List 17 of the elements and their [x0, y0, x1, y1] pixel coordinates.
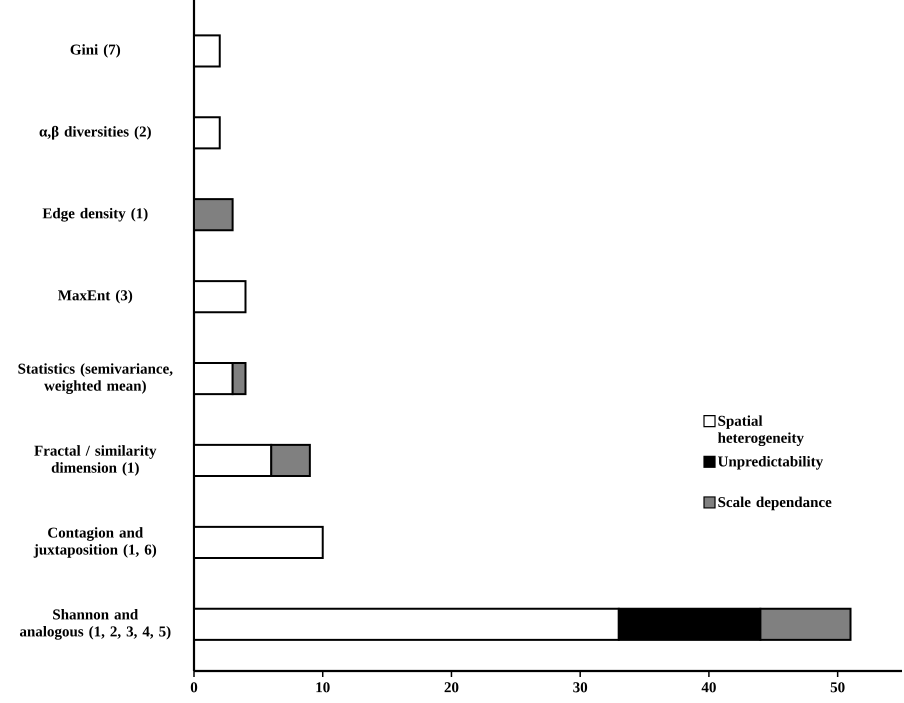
y-tick-label: Shannon and analogous (1, 2, 3, 4, 5) [20, 608, 170, 640]
x-tick-label: 20 [444, 682, 458, 692]
x-tick-label: 40 [702, 682, 716, 692]
y-tick-label: Statistics (semivariance, weighted mean) [18, 363, 172, 394]
legend-label: Scale dependance [718, 496, 832, 510]
y-tick-label: α,β diversities (2) [40, 126, 151, 140]
x-tick-label: 50 [830, 682, 845, 692]
y-tick-label: Gini (7) [70, 44, 120, 58]
x-tick-label: 0 [190, 682, 198, 692]
legend-label: Unpredictability [718, 456, 824, 470]
x-tick-label: 10 [316, 682, 330, 692]
y-tick-label: Edge density (1) [42, 208, 148, 222]
y-tick-label: Fractal / similarity dimension (1) [34, 445, 156, 476]
y-tick-label: Contagion and juxtaposition (1, 6) [34, 527, 156, 558]
x-tick-label: 30 [573, 682, 588, 692]
legend-label: Spatial heterogeneity [718, 415, 804, 446]
y-tick-label: MaxEnt (3) [58, 290, 132, 304]
